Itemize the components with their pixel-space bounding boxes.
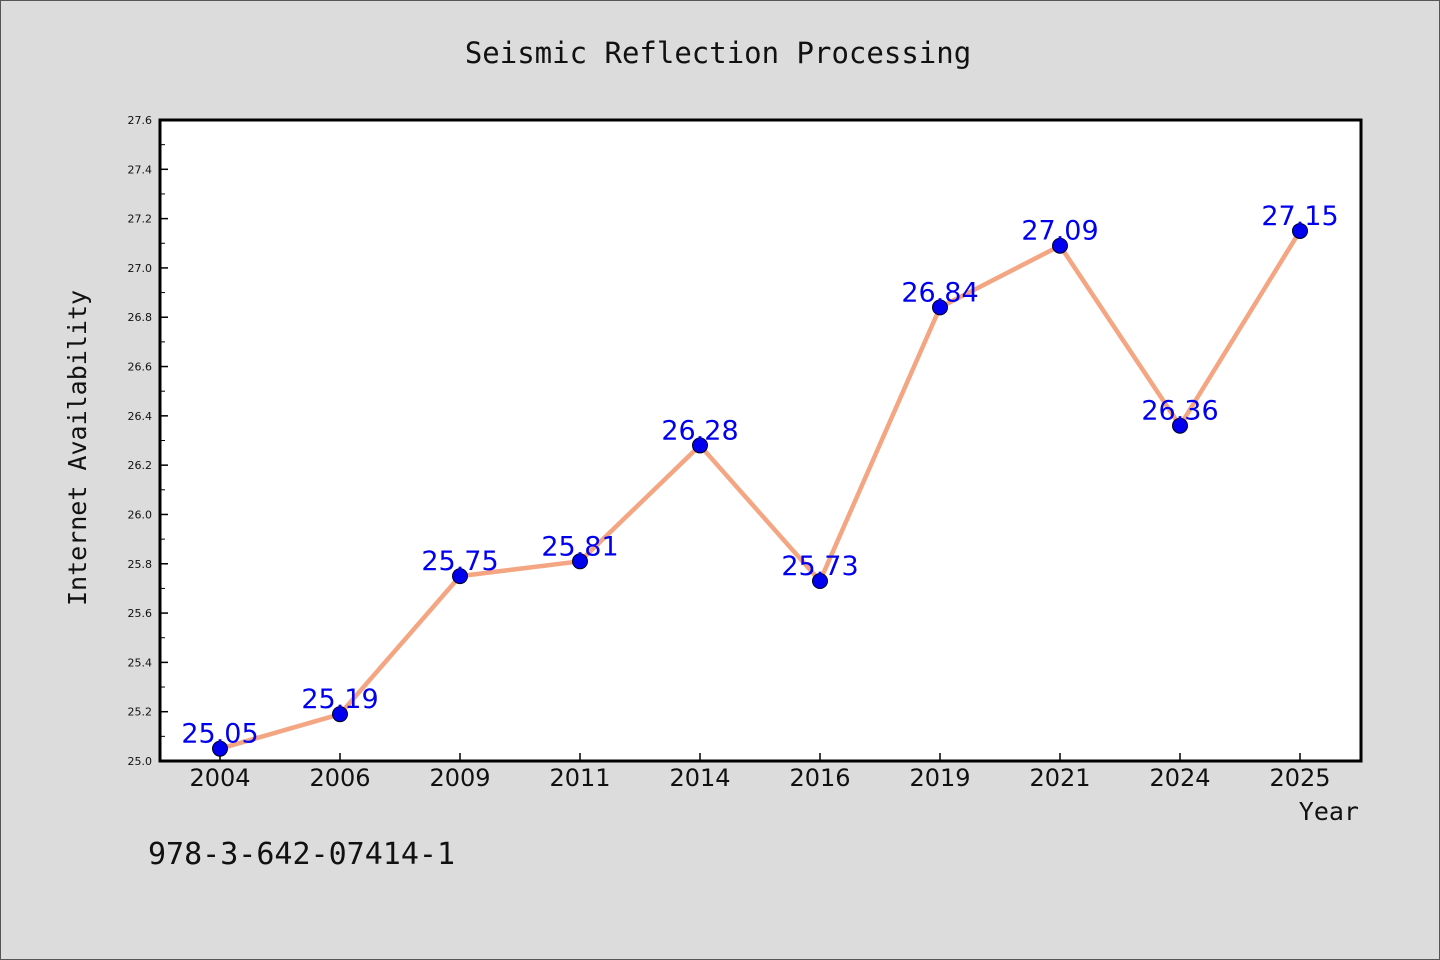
y-tick-label: 27.2 [128, 213, 153, 226]
x-tick-label: 2006 [309, 764, 370, 792]
y-tick-label: 26.6 [128, 361, 153, 374]
x-tick-label: 2025 [1269, 764, 1330, 792]
x-tick-label: 2024 [1149, 764, 1210, 792]
data-label: 25.19 [301, 684, 378, 715]
x-tick-label: 2011 [549, 764, 610, 792]
data-labels: 25.05 25.19 25.75 25.81 26.28 25.73 26.84 27.09… [181, 201, 1338, 750]
y-tick-label: 25.0 [128, 755, 153, 768]
data-point [692, 437, 708, 454]
data-label: 25.05 [181, 719, 258, 750]
x-axis-label: Year [1299, 797, 1359, 826]
x-tick-label: 2016 [789, 764, 850, 792]
y-tick-label: 26.4 [128, 410, 153, 423]
data-label: 25.81 [541, 531, 618, 562]
data-point [332, 706, 348, 723]
y-tick-label: 27.0 [128, 262, 153, 275]
y-tick-label: 25.4 [128, 656, 153, 669]
data-point [812, 573, 828, 590]
series-markers [212, 222, 1308, 757]
series-line [219, 229, 1302, 751]
y-tick-label: 25.2 [128, 706, 153, 719]
data-label: 27.15 [1261, 201, 1338, 232]
plot-area [158, 118, 1363, 763]
x-tick-label: 2009 [429, 764, 490, 792]
x-tick-label: 2021 [1029, 764, 1090, 792]
y-tick-label: 25.8 [128, 558, 153, 571]
data-label: 26.84 [901, 277, 978, 308]
data-label: 26.28 [661, 415, 738, 446]
chart-title: Seismic Reflection Processing [465, 36, 971, 70]
y-tick-label: 27.4 [128, 163, 153, 176]
data-point [932, 299, 948, 316]
y-axis-ticks: 25.0 25.2 25.4 25.6 25.8 26.0 26.2 26.4 26.6 26.8… [128, 114, 168, 768]
y-tick-label: 27.6 [128, 114, 153, 127]
y-tick-label: 26.8 [128, 311, 153, 324]
y-tick-label: 25.6 [128, 607, 153, 620]
x-tick-label: 2004 [189, 764, 250, 792]
data-label: 27.09 [1021, 216, 1098, 247]
data-label: 25.73 [781, 551, 858, 582]
y-axis-label: Internet Availability [63, 290, 92, 606]
data-label: 26.36 [1141, 396, 1218, 427]
data-point [1172, 417, 1188, 434]
y-tick-label: 26.2 [128, 459, 153, 472]
data-point [1292, 222, 1308, 239]
footer-code: 978-3-642-07414-1 [148, 837, 455, 872]
data-point [452, 568, 468, 585]
data-label: 25.75 [421, 546, 498, 577]
data-point [1052, 237, 1068, 254]
x-tick-label: 2019 [909, 764, 970, 792]
data-point [212, 740, 228, 757]
y-tick-label: 26.0 [128, 508, 153, 521]
series-line-group [219, 229, 1302, 751]
data-point [572, 553, 588, 570]
x-axis-ticks: 2004 2006 2009 2011 2014 2016 2019 2021 2024 2025 [189, 753, 1331, 792]
x-tick-label: 2014 [669, 764, 730, 792]
